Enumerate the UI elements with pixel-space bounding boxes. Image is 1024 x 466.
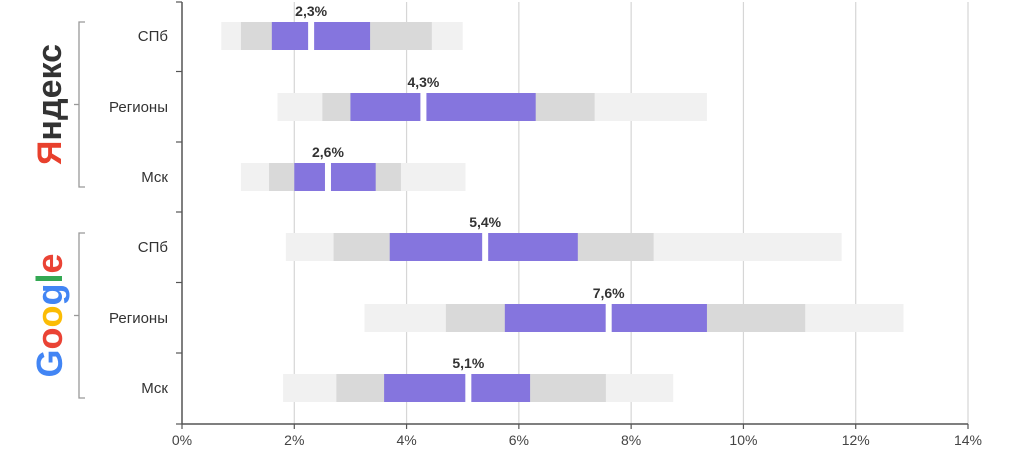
logo-letter: e [29,253,70,273]
axis-layer [176,1,969,429]
google-logo: Google [29,253,70,377]
median-marker [420,92,427,122]
category-label: СПб [138,239,168,256]
data-label: 2,3% [295,3,327,19]
logo-letter: g [29,284,70,306]
category-label: Регионы [109,99,168,116]
group-bracket [78,21,85,188]
inner-range-bar [384,374,531,402]
data-label: 7,6% [593,285,625,301]
median-marker [482,232,489,262]
category-label: Мск [141,380,168,397]
x-tick-label: 10% [729,432,757,448]
groups-layer: Яндекс Google [29,21,85,399]
logo-letter: н [31,120,69,141]
median-marker [308,21,315,51]
x-tick-label: 0% [172,432,192,448]
logo-letter: с [31,44,69,63]
category-label: Регионы [109,310,168,327]
median-marker [324,162,331,192]
labels-layer: 2,3% СПб 4,3% Регионы 2,6% Мск 5,4% СПб 7,6% Реги… [109,3,982,448]
median-marker [465,373,472,403]
inner-range-bar [294,163,376,191]
x-tick-label: 2% [284,432,304,448]
group-bracket [78,232,85,399]
inner-range-bar [271,22,371,50]
x-tick-label: 4% [396,432,416,448]
logo-letter: o [29,306,70,328]
logo-letter: l [29,274,70,284]
x-tick-label: 8% [621,432,641,448]
x-tick-label: 14% [954,432,982,448]
data-label: 4,3% [407,74,439,90]
logo-letter: o [29,328,70,350]
logo-letter: Я [31,141,69,165]
bars-layer [221,21,904,403]
grid-layer [293,2,969,424]
x-tick-label: 6% [509,432,529,448]
category-label: СПб [138,28,168,45]
logo-letter: е [31,80,69,99]
category-label: Мск [141,169,168,186]
data-label: 5,4% [469,214,501,230]
x-tick-label: 12% [842,432,870,448]
median-marker [605,303,612,333]
logo-letter: G [29,350,70,378]
logo-letter: д [31,98,69,120]
data-label: 5,1% [452,355,484,371]
inner-range-bar [350,93,536,121]
yandex-logo: Яндекс [31,44,69,165]
data-label: 2,6% [312,144,344,160]
logo-letter: к [31,62,69,80]
